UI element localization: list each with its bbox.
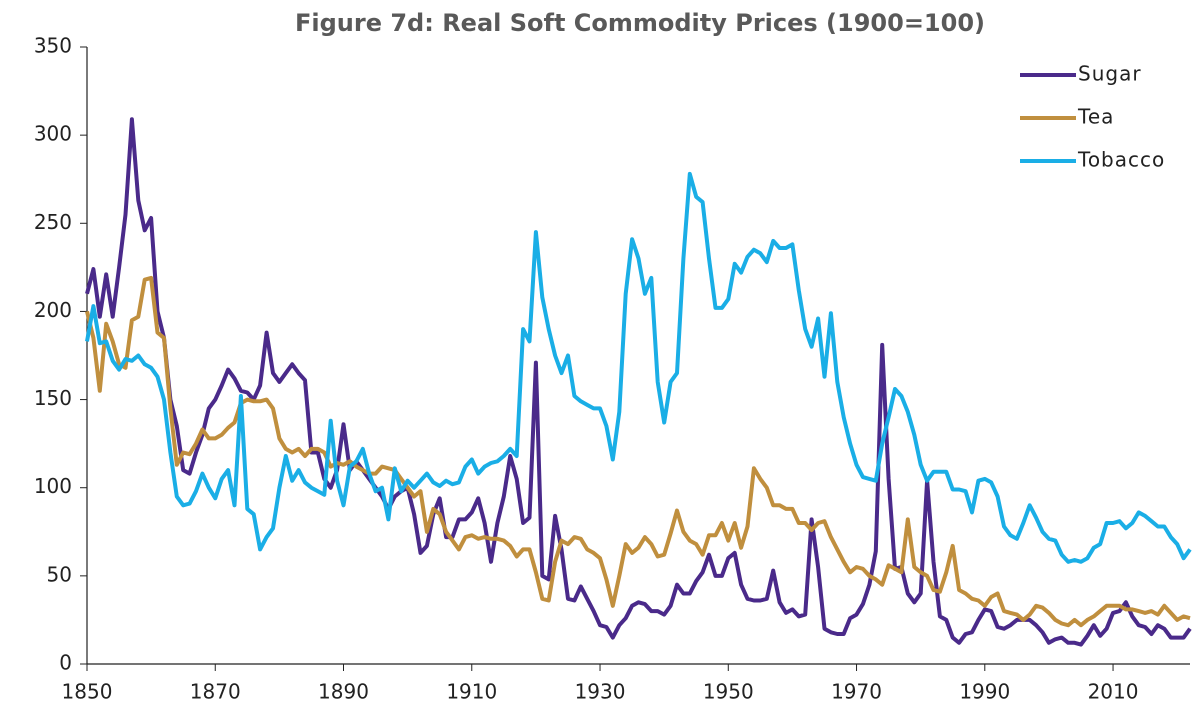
- series-line: [85, 117, 1192, 647]
- y-tick-label: 0: [59, 651, 72, 675]
- x-tick-label: 1850: [62, 680, 113, 704]
- legend-label: Tea: [1077, 105, 1114, 129]
- y-tick-label: 100: [34, 474, 72, 498]
- x-tick-label: 2010: [1088, 680, 1139, 704]
- y-tick-label: 200: [34, 298, 72, 322]
- x-tick-label: 1950: [703, 680, 754, 704]
- x-tick-label: 1930: [575, 680, 626, 704]
- y-tick-label: 150: [34, 386, 72, 410]
- x-tick-label: 1910: [446, 680, 497, 704]
- x-tick-label: 1990: [959, 680, 1010, 704]
- x-tick-label: 1970: [831, 680, 882, 704]
- y-tick-label: 50: [47, 562, 72, 586]
- legend-label: Sugar: [1078, 62, 1142, 86]
- y-tick-label: 350: [34, 34, 72, 58]
- series-line: [85, 275, 1191, 628]
- chart-title: Figure 7d: Real Soft Commodity Prices (1…: [295, 9, 985, 37]
- x-tick-label: 1890: [318, 680, 369, 704]
- series-line: [85, 171, 1192, 564]
- x-tick-label: 1870: [190, 680, 241, 704]
- y-tick-label: 250: [34, 210, 72, 234]
- legend-label: Tobacco: [1077, 148, 1165, 172]
- y-tick-label: 300: [34, 122, 72, 146]
